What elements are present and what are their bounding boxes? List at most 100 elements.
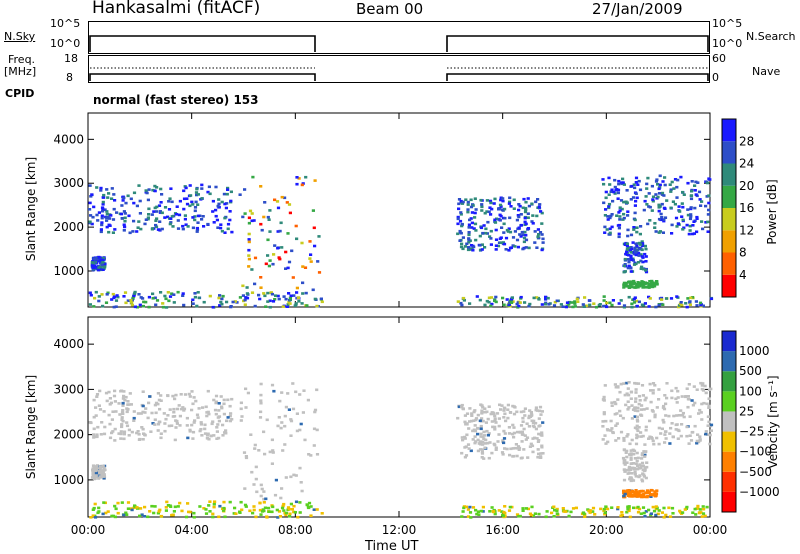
echo-cell-power [621,177,625,181]
echo-cell-velocity [616,506,620,509]
echo-cell-velocity [252,483,256,486]
echo-cell-power [516,245,520,249]
echo-cell-velocity [94,465,98,468]
echo-cell-power [524,238,529,242]
echo-cell-power [101,256,105,260]
echo-cell-velocity [640,478,644,481]
echo-cell-velocity [156,422,161,426]
colorbar-seg-power-0 [722,274,736,297]
echo-cell-velocity [202,507,206,510]
echo-cell-velocity [674,397,678,401]
echo-cell-velocity [174,393,178,397]
echo-cell-velocity [633,381,637,385]
echo-cell-velocity [133,504,137,507]
echo-cell-power [618,209,622,212]
echo-cell-power [573,305,577,308]
echo-cell-velocity [610,506,614,509]
echo-cell-velocity [283,414,287,418]
echo-cell-velocity [460,451,464,455]
echo-cell-power [705,181,710,185]
echo-cell-velocity [463,414,467,417]
echo-cell-power [676,178,680,182]
echo-cell-velocity [625,455,629,459]
echo-cell-velocity [537,439,541,442]
echo-cell-velocity [606,507,610,511]
echo-cell-velocity [650,489,654,492]
echo-cell-velocity [644,425,648,429]
echo-cell-velocity [119,432,123,436]
echo-cell-power [102,193,106,197]
echo-cell-power [661,231,665,234]
echo-cell-power [620,207,624,211]
echo-cell-power [675,196,679,199]
echo-cell-power [109,214,113,217]
echo-cell-power [123,212,127,215]
echo-cell-velocity [614,385,618,389]
echo-cell-power [605,305,609,309]
echo-cell-power [196,221,200,224]
echo-cell-velocity [481,510,485,513]
echo-cell-velocity [636,435,640,438]
echo-cell-power [626,280,630,284]
echo-cell-power [272,253,276,256]
echo-cell-velocity [622,468,626,471]
echo-cell-velocity [507,426,511,429]
echo-cell-power [97,211,101,214]
echo-cell-velocity [696,433,700,436]
echo-cell-power [276,246,280,250]
echo-cell-power [116,295,120,299]
echo-cell-velocity [259,401,263,405]
echo-cell-velocity [179,393,183,396]
echo-cell-velocity [634,382,638,385]
echo-cell-velocity [638,493,642,496]
echo-cell-power [657,206,661,209]
echo-cell-power [182,207,186,211]
echo-cell-velocity [280,421,284,424]
echo-cell-velocity [92,436,96,439]
echo-cell-power [709,297,714,301]
echo-cell-velocity [540,444,544,448]
echo-cell-velocity [298,501,302,504]
echo-cell-velocity [649,512,653,515]
echo-cell-velocity [535,437,539,440]
echo-cell-velocity [629,456,633,460]
echo-cell-velocity [671,512,675,515]
echo-cell-velocity [479,435,483,438]
echo-cell-power [193,206,198,209]
echo-cell-power [480,243,484,246]
ytick-label-power-0: 4000 [53,132,84,146]
echo-cell-power [460,224,464,228]
echo-cell-velocity [126,507,130,510]
colorbar-seg-power-4 [722,185,736,208]
echo-cell-velocity [136,412,140,415]
echo-cell-power [94,266,98,269]
echo-cell-velocity [603,512,607,516]
echo-cell-power [689,207,693,211]
echo-cell-power [627,295,631,299]
echo-cell-velocity [536,440,540,443]
echo-cell-velocity [216,423,220,426]
echo-cell-velocity [555,509,559,513]
echo-cell-velocity [518,431,522,434]
echo-cell-velocity [639,512,643,515]
echo-cell-velocity [502,441,506,445]
echo-cell-velocity [497,424,501,428]
echo-cell-power [143,222,147,226]
echo-cell-power [511,244,515,247]
echo-cell-velocity [103,425,107,429]
echo-cell-velocity [533,436,537,440]
echo-cell-velocity [707,388,712,391]
echo-cell-power [216,226,220,229]
echo-cell-velocity [102,432,107,436]
echo-cell-power [89,195,93,198]
echo-cell-power [289,294,293,298]
echo-cell-velocity [243,487,247,490]
echo-cell-power [188,204,192,208]
echo-cell-power [154,223,158,227]
echo-cell-velocity [538,409,542,413]
echo-cell-velocity [280,506,285,510]
echo-cell-velocity [494,421,498,424]
echo-cell-power [466,203,470,206]
echo-cell-velocity [119,437,123,440]
echo-cell-power [235,301,239,304]
